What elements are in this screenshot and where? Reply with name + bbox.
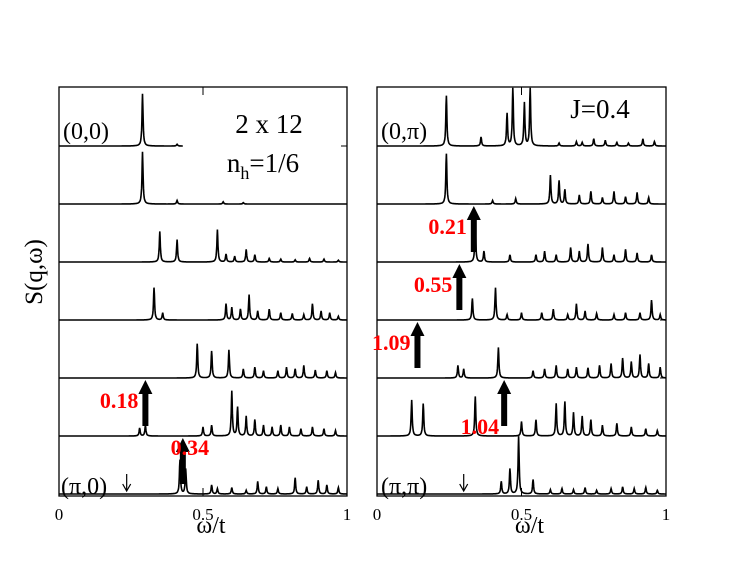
- curve-label: (0,π): [381, 119, 427, 145]
- spectrum-curve: [377, 225, 666, 263]
- x-axis-label: ω/t: [515, 513, 544, 539]
- peak-weight-label: 0.34: [171, 435, 210, 460]
- peak-arrow-head: [175, 438, 190, 452]
- right-panel: 0 0.5 1 ω/t J=0.4 (0,π) (π,π) 0.21 0.55 1.09 1.04: [372, 86, 671, 539]
- curve-label: (π,0): [61, 474, 107, 500]
- curve-label: (π,π): [381, 474, 427, 500]
- x-tick-label: 1: [343, 505, 352, 524]
- peak-arrow-head: [138, 380, 153, 394]
- spectrum-curve: [59, 459, 347, 495]
- peak-weight-label: 0.55: [414, 272, 453, 297]
- small-arrow-head: [459, 483, 469, 493]
- peak-weight-label: 0.21: [428, 214, 467, 239]
- spectrum-curve: [59, 151, 347, 205]
- x-tick-label: 0: [373, 505, 382, 524]
- x-tick-label: 0: [55, 505, 64, 524]
- spectrum-curve: [59, 93, 183, 147]
- spectrum-curve: [377, 436, 666, 495]
- panel-subtitle: nh=1/6: [227, 148, 299, 183]
- spectrum-curve: [59, 229, 347, 263]
- panel-title: 2 x 12: [235, 109, 303, 139]
- spectrum-curve: [377, 87, 666, 147]
- curves: [59, 93, 347, 495]
- spectrum-curve: [377, 396, 666, 437]
- peak-arrow-head: [497, 380, 512, 394]
- spectrum-curve: [59, 343, 347, 379]
- peak-weight-label: 1.04: [461, 414, 500, 439]
- peak-weight-label: 0.18: [100, 388, 139, 413]
- spectrum-curve: [59, 390, 347, 437]
- spectrum-curve: [59, 287, 347, 321]
- small-arrow-head: [122, 483, 132, 493]
- y-axis-label: S(q,ω): [21, 239, 48, 305]
- x-tick-label: 0.5: [192, 505, 213, 524]
- x-tick-label: 1: [662, 505, 671, 524]
- spectrum-curve: [377, 153, 666, 205]
- peak-arrow-head: [466, 206, 481, 220]
- spectrum-curve: [377, 287, 666, 321]
- x-tick-label: 0.5: [511, 505, 532, 524]
- spectrum-curve: [377, 347, 666, 379]
- x-axis-label: ω/t: [196, 513, 225, 539]
- curves: [377, 87, 666, 495]
- peak-weight-label: 1.09: [372, 330, 411, 355]
- curve-label: (0,0): [63, 119, 109, 145]
- peak-arrow-head: [410, 322, 425, 336]
- left-panel: 0 0.5 1 ω/t 2 x 12 nh=1/6 (0,0) (π,0) 0.18 0.34: [55, 86, 352, 539]
- panel-title: J=0.4: [570, 94, 630, 124]
- peak-arrow-head: [452, 264, 467, 278]
